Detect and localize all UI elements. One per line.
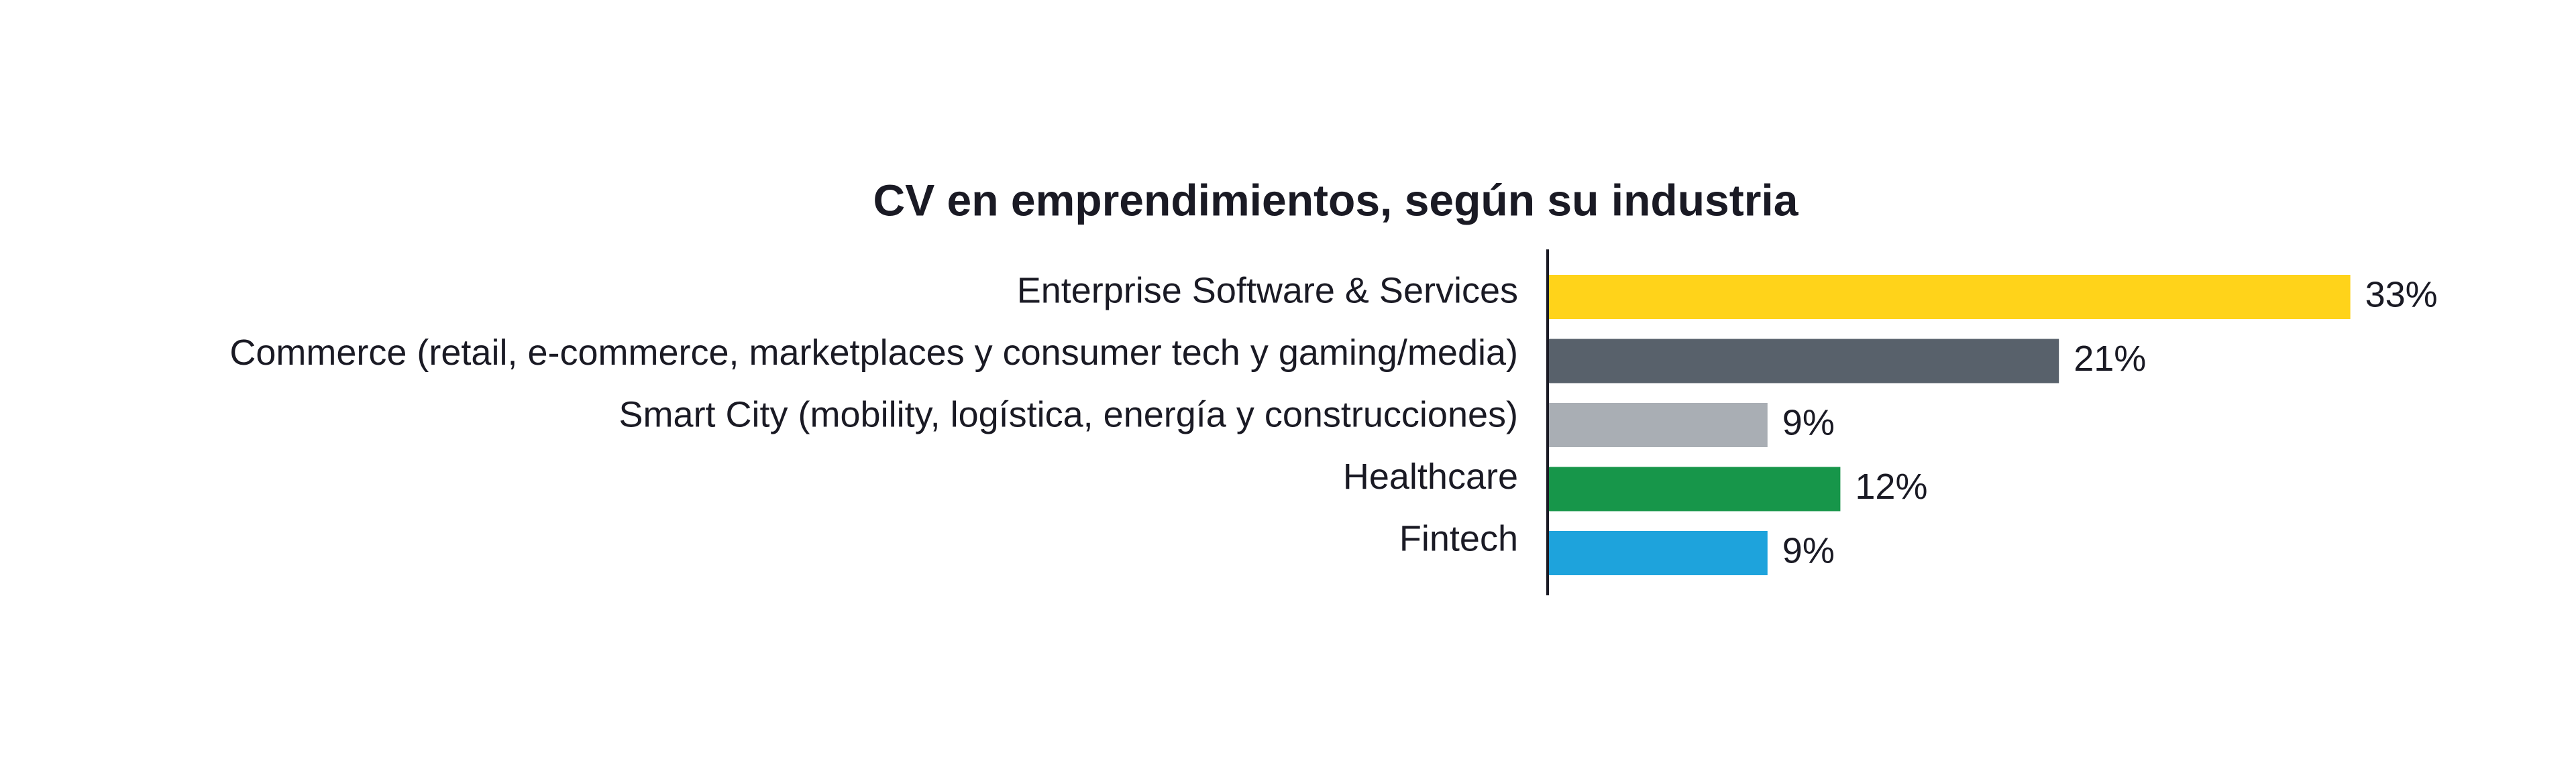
category-label: Fintech [1399, 518, 1518, 558]
value-label: 9% [1782, 402, 1835, 442]
category-label: Healthcare [1343, 457, 1518, 497]
chart-title: CV en emprendimientos, según su industri… [873, 175, 1799, 225]
value-label: 33% [2365, 274, 2438, 314]
value-label: 21% [2074, 339, 2146, 379]
bar [1549, 339, 2059, 383]
bar [1549, 403, 1768, 447]
category-label: Enterprise Software & Services [1017, 270, 1518, 310]
category-label: Commerce (retail, e-commerce, marketplac… [229, 333, 1518, 373]
bar [1549, 275, 2351, 319]
bar [1549, 531, 1768, 575]
bar [1549, 467, 1841, 512]
value-label: 12% [1855, 467, 1927, 507]
category-label: Smart City (mobility, logística, energía… [619, 394, 1518, 434]
value-label: 9% [1782, 530, 1835, 571]
